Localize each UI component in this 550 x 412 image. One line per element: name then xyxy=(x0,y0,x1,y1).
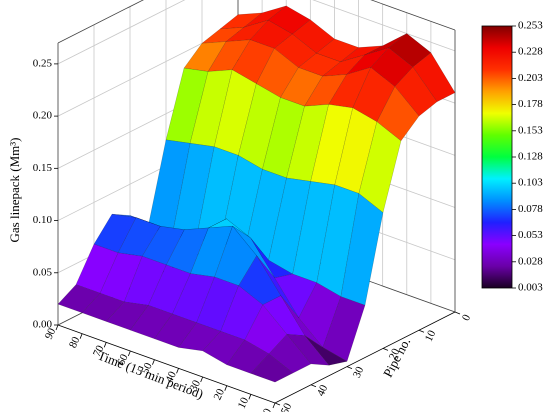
grid-line xyxy=(312,0,456,52)
x-tick-label: 20 xyxy=(212,386,228,401)
y-tick xyxy=(310,384,317,388)
y-tick-label: 30 xyxy=(351,364,367,379)
y-tick xyxy=(274,402,281,406)
x-tick xyxy=(224,385,228,391)
x-tick-label: 10 xyxy=(236,395,252,410)
colorbar-tick-label: 0.103 xyxy=(518,177,543,189)
z-tick-label: 0.10 xyxy=(33,214,53,226)
surface-patch xyxy=(250,353,294,383)
box-edge xyxy=(57,0,144,44)
y-tick-label: 40 xyxy=(315,383,331,398)
grid-line xyxy=(57,0,186,65)
x-tick xyxy=(127,350,131,357)
colorbar-tick-label: 0.078 xyxy=(518,203,543,215)
x-tick-label: 50 xyxy=(139,360,155,375)
box-edge xyxy=(370,0,456,31)
x-tick-label: 40 xyxy=(163,369,179,384)
x-tick xyxy=(152,359,155,365)
surface-patch xyxy=(81,293,125,322)
x-tick-label: 60 xyxy=(115,352,131,367)
y-tick-label: 0 xyxy=(460,312,473,323)
colorbar-tick-label: 0.253 xyxy=(518,20,543,32)
x-tick-label: 30 xyxy=(187,378,203,393)
y-tick xyxy=(454,311,461,315)
y-tick-label: 50 xyxy=(279,401,295,412)
y-tick-label: 20 xyxy=(387,346,403,361)
colorbar-tick-label: 0.203 xyxy=(518,72,543,84)
x-tick-label: 80 xyxy=(67,334,83,349)
z-tick-label: 0.15 xyxy=(33,162,53,174)
y-tick-label: 10 xyxy=(423,328,439,343)
x-tick xyxy=(79,333,83,339)
colorbar-tick-label: 0.003 xyxy=(518,282,543,294)
y-tick xyxy=(382,348,389,351)
y-tick xyxy=(346,366,353,369)
z-axis-title: Gas linepack (Mm³) xyxy=(7,138,22,243)
x-tick-label: 70 xyxy=(91,343,107,358)
colorbar-tick-label: 0.128 xyxy=(518,151,543,163)
x-axis xyxy=(57,324,276,404)
y-axis xyxy=(274,311,456,404)
colorbar-tick-label: 0.053 xyxy=(518,229,543,241)
z-tick-label: 0.20 xyxy=(33,110,53,122)
z-tick-label: 0.25 xyxy=(33,57,53,69)
x-tick-label: 0 xyxy=(261,406,274,412)
z-tick-label: 0.05 xyxy=(33,266,53,278)
surface-patch xyxy=(226,339,270,374)
colorbar xyxy=(481,25,513,289)
x-tick xyxy=(103,342,107,348)
x-tick xyxy=(55,324,59,331)
colorbar-tick-label: 0.028 xyxy=(518,255,543,267)
x-tick xyxy=(248,394,252,400)
colorbar-tick-label: 0.178 xyxy=(518,98,543,110)
colorbar-tick-label: 0.153 xyxy=(518,124,543,136)
x-tick xyxy=(200,376,204,383)
x-tick xyxy=(272,402,276,409)
x-tick xyxy=(176,368,179,374)
colorbar-tick-label: 0.228 xyxy=(518,46,543,58)
y-tick xyxy=(418,329,425,333)
z-tick-label: 0.00 xyxy=(33,319,53,331)
x-tick-label: 90 xyxy=(43,326,59,341)
